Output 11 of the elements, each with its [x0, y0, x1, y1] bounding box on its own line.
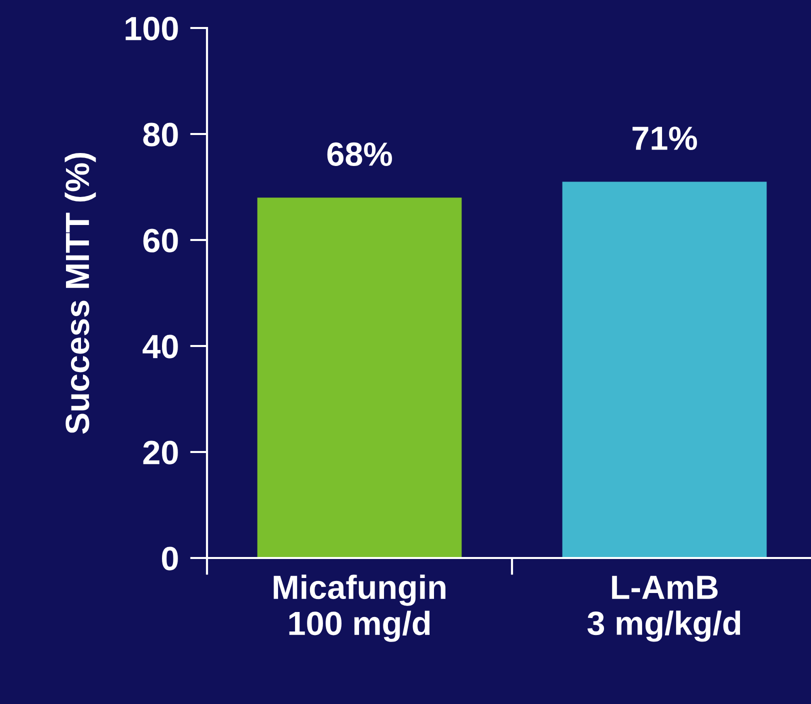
y-tick-label: 20 — [143, 440, 178, 464]
y-tick-label: 0 — [162, 546, 178, 570]
x-tick-label: L-AmB 3 mg/kg/d — [587, 576, 740, 642]
x-tick-label: Micafungin 100 mg/d — [274, 574, 446, 642]
y-tick-label: 80 — [143, 122, 178, 146]
data-label: 68% — [327, 142, 392, 166]
y-tick-label: 40 — [142, 334, 178, 358]
y-tick-label: 100 — [126, 16, 178, 40]
y-axis-title: Success MITT (%) — [64, 152, 96, 434]
data-label: 71% — [632, 126, 697, 150]
y-tick-label: 60 — [143, 228, 178, 252]
